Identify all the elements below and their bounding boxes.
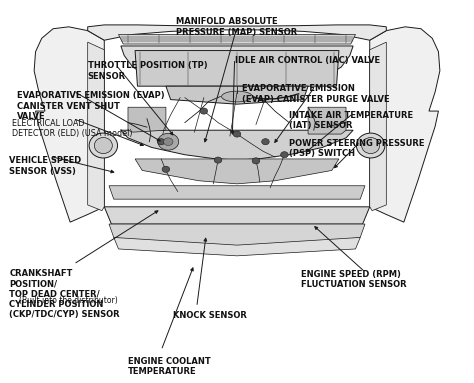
Polygon shape — [166, 86, 308, 104]
Ellipse shape — [89, 133, 118, 158]
Circle shape — [200, 108, 208, 114]
Polygon shape — [128, 107, 166, 132]
Polygon shape — [121, 46, 353, 93]
Polygon shape — [135, 51, 339, 86]
Circle shape — [158, 133, 179, 150]
Text: ENGINE COOLANT
TEMPERATURE: ENGINE COOLANT TEMPERATURE — [128, 357, 211, 376]
Polygon shape — [370, 27, 440, 222]
Ellipse shape — [362, 137, 380, 154]
Text: (Built into the distributor): (Built into the distributor) — [19, 296, 118, 304]
Circle shape — [233, 131, 241, 137]
Polygon shape — [104, 207, 370, 224]
Polygon shape — [121, 130, 353, 160]
Ellipse shape — [356, 133, 385, 158]
Circle shape — [157, 139, 165, 145]
Text: THROTTLE POSITION (TP)
SENSOR: THROTTLE POSITION (TP) SENSOR — [88, 61, 207, 81]
Text: KNOCK SENSOR: KNOCK SENSOR — [173, 311, 247, 320]
Text: EVAPORATIVE EMISSION (EVAP)
CANISTER VENT SHUT
VALVE: EVAPORATIVE EMISSION (EVAP) CANISTER VEN… — [17, 91, 164, 121]
Polygon shape — [109, 186, 365, 199]
Polygon shape — [88, 42, 104, 211]
Text: IDLE AIR CONTROL (IAC) VALVE: IDLE AIR CONTROL (IAC) VALVE — [235, 56, 380, 64]
Text: ENGINE SPEED (RPM)
FLUCTUATION SENSOR: ENGINE SPEED (RPM) FLUCTUATION SENSOR — [301, 270, 407, 290]
Text: POWER STEERING PRESSURE
(PSP) SWITCH: POWER STEERING PRESSURE (PSP) SWITCH — [289, 139, 425, 158]
Text: MANIFOLD ABSOLUTE
PRESSURE (MAP) SENSOR: MANIFOLD ABSOLUTE PRESSURE (MAP) SENSOR — [176, 17, 298, 37]
Ellipse shape — [221, 91, 252, 102]
Text: INTAKE AIR TEMPERATURE
(IAT) SENSOR: INTAKE AIR TEMPERATURE (IAT) SENSOR — [289, 111, 413, 131]
Text: ELECTRICAL LOAD
DETECTOR (ELD) (USA model): ELECTRICAL LOAD DETECTOR (ELD) (USA mode… — [12, 119, 132, 138]
Text: VEHICLE SPEED
SENSOR (VSS): VEHICLE SPEED SENSOR (VSS) — [9, 156, 82, 176]
Polygon shape — [88, 25, 386, 40]
Ellipse shape — [94, 137, 112, 154]
Polygon shape — [34, 27, 104, 222]
Polygon shape — [109, 224, 365, 245]
Circle shape — [252, 158, 260, 164]
Circle shape — [162, 166, 170, 172]
Circle shape — [164, 138, 173, 146]
Polygon shape — [135, 159, 339, 184]
Circle shape — [281, 152, 288, 158]
Polygon shape — [118, 34, 356, 44]
Polygon shape — [370, 42, 386, 211]
Polygon shape — [308, 107, 346, 134]
Text: CRANKSHAFT
POSITION/
TOP DEAD CENTER/
CYLINDER POSITION
(CKP/TDC/CYP) SENSOR: CRANKSHAFT POSITION/ TOP DEAD CENTER/ CY… — [9, 269, 120, 319]
Circle shape — [214, 157, 222, 163]
Circle shape — [262, 139, 269, 145]
Text: EVAPORATIVE EMISSION
(EVAP) CANISTER PURGE VALVE: EVAPORATIVE EMISSION (EVAP) CANISTER PUR… — [242, 84, 389, 104]
Polygon shape — [114, 237, 360, 256]
